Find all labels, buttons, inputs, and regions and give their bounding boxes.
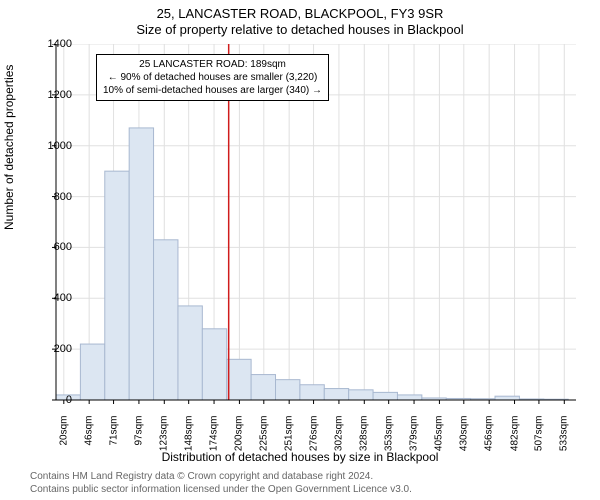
ytick-label: 1000 [48,140,72,152]
histogram-bar [300,385,324,400]
histogram-bar [227,359,251,400]
ytick-label: 400 [54,292,72,304]
annotation-line1: 25 LANCASTER ROAD: 189sqm [103,58,322,71]
chart-title-main: 25, LANCASTER ROAD, BLACKPOOL, FY3 9SR [0,6,600,21]
ytick-label: 0 [66,394,72,406]
histogram-bar [202,329,226,400]
annotation-box: 25 LANCASTER ROAD: 189sqm ← 90% of detac… [96,54,329,101]
histogram-bar [251,375,275,400]
histogram-bar [178,306,202,400]
ytick-label: 1200 [48,89,72,101]
histogram-bar [154,240,178,400]
histogram-bar [105,171,129,400]
chart-title-sub: Size of property relative to detached ho… [0,22,600,37]
histogram-bar [397,395,421,400]
credits: Contains HM Land Registry data © Crown c… [30,471,412,496]
plot-area: 25 LANCASTER ROAD: 189sqm ← 90% of detac… [56,44,576,400]
x-axis-label: Distribution of detached houses by size … [0,450,600,464]
credits-line1: Contains HM Land Registry data © Crown c… [30,471,412,484]
histogram-bar [324,389,348,400]
annotation-line2: ← 90% of detached houses are smaller (3,… [103,71,322,84]
histogram-bar [373,392,397,400]
ytick-label: 600 [54,241,72,253]
histogram-bar [276,380,300,400]
histogram-bar [349,390,373,400]
ytick-label: 1400 [48,38,72,50]
ytick-label: 800 [54,191,72,203]
ytick-label: 200 [54,343,72,355]
y-axis-label: Number of detached properties [2,65,16,230]
credits-line2: Contains public sector information licen… [30,484,412,497]
histogram-bar [80,344,104,400]
annotation-line3: 10% of semi-detached houses are larger (… [103,84,322,97]
histogram-bar [495,396,519,400]
histogram-bar [129,128,153,400]
